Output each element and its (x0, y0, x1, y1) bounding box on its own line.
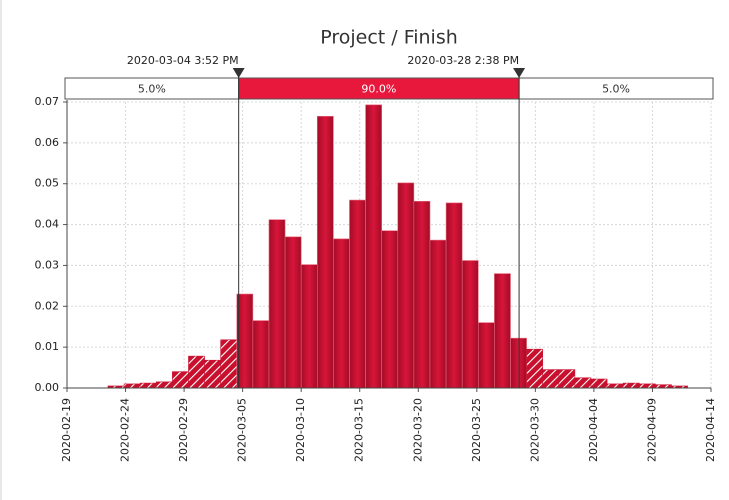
bar (123, 383, 141, 389)
bar (526, 348, 543, 389)
x-tick-label: 2020-02-24 (119, 398, 132, 462)
bar (477, 322, 495, 389)
bar (510, 337, 527, 389)
x-tick-label: 2020-04-14 (704, 398, 717, 462)
band-label: 90.0% (361, 83, 396, 96)
bar (494, 273, 511, 389)
bar (558, 369, 576, 389)
band-label: 5.0% (138, 83, 166, 96)
bar (268, 219, 286, 389)
chart-title: Project / Finish (320, 27, 458, 49)
bar (139, 382, 157, 389)
y-tick-label: 0.06 (35, 136, 60, 149)
y-tick-label: 0.03 (35, 258, 60, 271)
x-tick-label: 2020-03-25 (470, 398, 483, 462)
bar (333, 238, 350, 389)
bar (590, 378, 608, 389)
x-tick-label: 2020-03-30 (528, 398, 541, 462)
bar (365, 104, 382, 389)
bar (300, 264, 318, 389)
bar (574, 377, 592, 389)
x-tick-label: 2020-04-04 (587, 398, 600, 462)
bar (349, 199, 366, 389)
x-tick-label: 2020-03-05 (236, 398, 249, 462)
delimiter-marker (232, 68, 245, 78)
bar (284, 236, 302, 389)
bar (397, 182, 415, 389)
bar (316, 116, 334, 389)
x-tick-label: 2020-02-19 (60, 398, 73, 462)
bar (188, 355, 205, 389)
bar (638, 383, 656, 389)
x-tick-label: 2020-02-29 (177, 398, 190, 462)
bar (413, 200, 431, 389)
bar (542, 369, 560, 389)
bar (429, 239, 447, 389)
bar (204, 359, 221, 389)
delimiter-label: 2020-03-28 2:38 PM (407, 54, 519, 67)
y-tick-label: 0.00 (35, 381, 60, 394)
band-label: 5.0% (602, 83, 630, 96)
y-tick-label: 0.01 (35, 340, 60, 353)
y-tick-label: 0.05 (35, 177, 60, 190)
bar (445, 202, 463, 389)
bar (155, 381, 173, 389)
bar (236, 293, 254, 389)
y-tick-label: 0.02 (35, 299, 60, 312)
bar (172, 371, 189, 389)
delimiter-marker (513, 68, 526, 78)
x-tick-label: 2020-03-20 (411, 398, 424, 462)
delimiter-label: 2020-03-04 3:52 PM (127, 54, 239, 67)
y-tick-label: 0.04 (35, 218, 60, 231)
bar (381, 230, 399, 389)
x-tick-label: 2020-03-15 (353, 398, 366, 462)
bar (622, 382, 640, 389)
x-tick-label: 2020-03-10 (294, 398, 307, 462)
bar (252, 320, 270, 389)
x-tick-label: 2020-04-09 (645, 398, 658, 462)
y-tick-label: 0.07 (35, 95, 60, 108)
bar (461, 260, 479, 389)
bar (220, 339, 238, 389)
bar (606, 383, 624, 389)
